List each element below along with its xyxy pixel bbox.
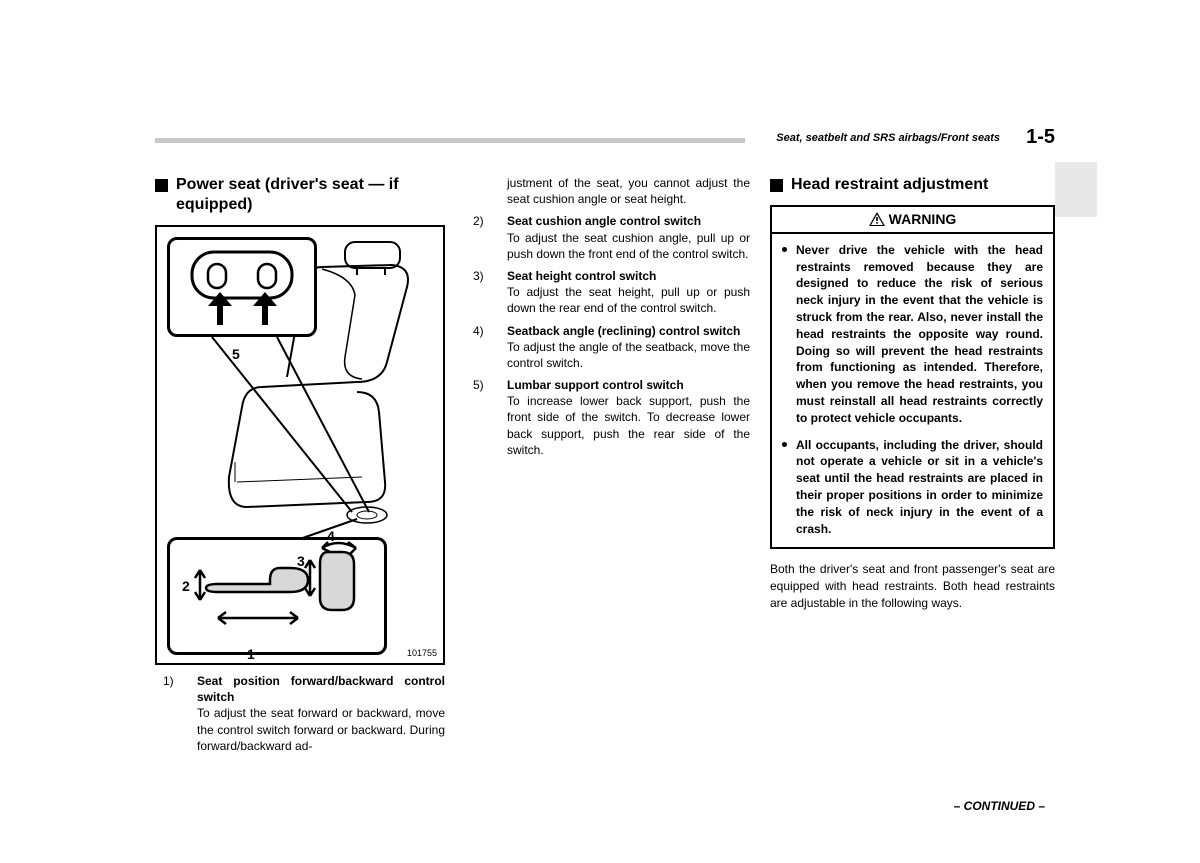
- list-bold: Lumbar support control switch: [507, 378, 684, 392]
- section-title: Head restraint adjustment: [791, 175, 988, 195]
- warning-box: WARNING Never drive the vehicle with the…: [770, 205, 1055, 549]
- figure-label-4: 4: [327, 527, 335, 546]
- bullet-square-icon: [770, 179, 783, 192]
- figure-label-2: 2: [182, 577, 190, 596]
- list-number: 3): [473, 268, 484, 284]
- side-tab: [1055, 162, 1097, 217]
- column-3: Head restraint adjustment WARNING Never …: [770, 175, 1055, 760]
- warning-bullet-2: All occupants, including the driver, sho…: [782, 437, 1043, 538]
- chapter-title: Seat, seatbelt and SRS airbags/Front sea…: [776, 132, 1000, 144]
- list-bold: Seat cushion angle control switch: [507, 214, 701, 228]
- body-paragraph: Both the driver's seat and front passeng…: [770, 561, 1055, 611]
- column-2: justment of the seat, you cannot adjust …: [465, 175, 750, 760]
- warning-bullet-1: Never drive the vehicle with the head re…: [782, 242, 1043, 427]
- section-title: Power seat (driver's seat — if equipped): [176, 175, 445, 215]
- figure-label-5: 5: [232, 345, 240, 364]
- list-text: To adjust the seat cushion angle, pull u…: [507, 231, 750, 261]
- cont-text: justment of the seat, you cannot adjust …: [507, 176, 750, 206]
- list-item-5: 5) Lumbar support control switch To incr…: [465, 377, 750, 458]
- list-number: 2): [473, 213, 484, 229]
- continued-label: – CONTINUED –: [954, 799, 1045, 813]
- header-rule: [155, 138, 745, 143]
- lumbar-switch-icon: [170, 240, 314, 334]
- list-number: 5): [473, 377, 484, 393]
- bullet-square-icon: [155, 179, 168, 192]
- figure-label-1: 1: [247, 645, 255, 664]
- seat-controls-icon: [170, 540, 384, 652]
- power-seat-figure: 5 2 1: [155, 225, 445, 665]
- list-number: 1): [163, 673, 174, 689]
- list-item-1: 1) Seat position forward/backward contro…: [155, 673, 445, 754]
- list-item-2: 2) Seat cushion angle control switch To …: [465, 213, 750, 262]
- list-bold: Seatback angle (reclining) control switc…: [507, 324, 740, 338]
- warning-triangle-icon: [869, 212, 885, 226]
- figure-id: 101755: [407, 647, 437, 659]
- list-item-4: 4) Seatback angle (reclining) control sw…: [465, 323, 750, 372]
- content-columns: Power seat (driver's seat — if equipped): [155, 175, 1055, 760]
- list-bold: Seat height control switch: [507, 269, 656, 283]
- list-bold: Seat position forward/backward control s…: [197, 674, 445, 704]
- list-number: 4): [473, 323, 484, 339]
- warning-label: WARNING: [889, 211, 957, 227]
- lumbar-callout: [167, 237, 317, 337]
- seat-controls-callout: [167, 537, 387, 655]
- list-text: To adjust the angle of the seatback, mov…: [507, 340, 750, 370]
- list-text: To increase lower back support, push the…: [507, 394, 750, 457]
- list-text: To adjust the seat forward or backward, …: [197, 706, 445, 752]
- column-1: Power seat (driver's seat — if equipped): [155, 175, 445, 760]
- page-number: 1-5: [1026, 126, 1055, 149]
- list-item-1-cont: justment of the seat, you cannot adjust …: [465, 175, 750, 207]
- page-header: Seat, seatbelt and SRS airbags/Front sea…: [155, 130, 1055, 150]
- section-heading-head-restraint: Head restraint adjustment: [770, 175, 1055, 195]
- warning-body: Never drive the vehicle with the head re…: [772, 234, 1053, 548]
- list-item-3: 3) Seat height control switch To adjust …: [465, 268, 750, 317]
- list-text: To adjust the seat height, pull up or pu…: [507, 285, 750, 315]
- warning-header: WARNING: [772, 207, 1053, 234]
- figure-label-3: 3: [297, 552, 305, 571]
- section-heading-power-seat: Power seat (driver's seat — if equipped): [155, 175, 445, 215]
